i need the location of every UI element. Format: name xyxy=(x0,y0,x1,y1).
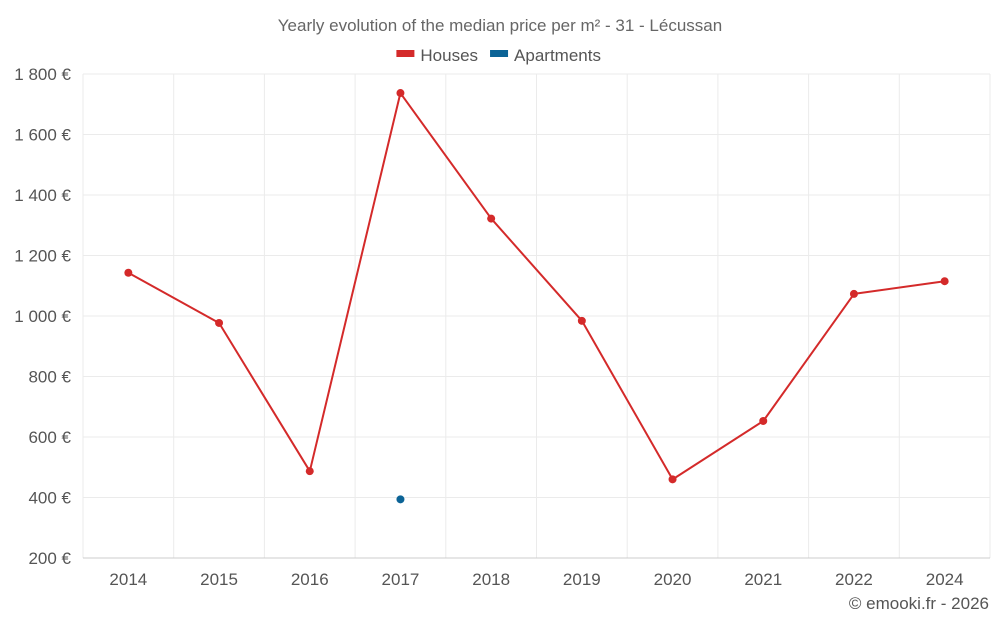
y-tick-label: 200 € xyxy=(28,549,71,568)
x-tick-label: 2018 xyxy=(472,570,510,589)
x-tick-label: 2020 xyxy=(654,570,692,589)
series-apartments xyxy=(396,495,405,504)
x-tick-label: 2015 xyxy=(200,570,238,589)
y-tick-label: 600 € xyxy=(28,428,71,447)
x-tick-label: 2016 xyxy=(291,570,329,589)
x-tick-label: 2022 xyxy=(835,570,873,589)
data-point-houses[interactable] xyxy=(940,277,949,286)
legend-label-houses[interactable]: Houses xyxy=(420,46,478,65)
chart-legend: Houses Apartments xyxy=(396,46,601,65)
x-tick-label: 2024 xyxy=(926,570,964,589)
y-tick-label: 400 € xyxy=(28,489,71,508)
series-houses xyxy=(124,89,949,484)
x-tick-label: 2017 xyxy=(382,570,420,589)
data-point-houses[interactable] xyxy=(305,467,314,476)
copyright-credit: © emooki.fr - 2026 xyxy=(849,594,989,613)
legend-swatch-apartments xyxy=(490,50,509,57)
y-tick-label: 1 200 € xyxy=(14,247,71,266)
legend-label-apartments[interactable]: Apartments xyxy=(514,46,601,65)
x-tick-label: 2021 xyxy=(744,570,782,589)
y-axis: 200 € 400 € 600 € 800 € 1 000 € 1 200 € 1 400 … xyxy=(14,65,71,568)
y-tick-label: 800 € xyxy=(28,368,71,387)
y-tick-label: 1 400 € xyxy=(14,186,71,205)
data-point-houses[interactable] xyxy=(215,318,224,327)
data-point-houses[interactable] xyxy=(668,475,677,484)
data-point-houses[interactable] xyxy=(759,416,768,425)
data-point-houses[interactable] xyxy=(124,268,133,277)
x-axis: 2014 2015 2016 2017 2018 2019 2020 2021 2022 2024 xyxy=(109,570,963,589)
chart-series xyxy=(124,89,949,504)
data-point-houses[interactable] xyxy=(577,316,586,325)
series-line-houses xyxy=(127,92,945,481)
data-point-houses[interactable] xyxy=(849,289,858,298)
legend-swatch-houses xyxy=(396,50,415,57)
chart-grid xyxy=(82,73,991,559)
x-tick-label: 2014 xyxy=(109,570,147,589)
data-point-apartments[interactable] xyxy=(396,495,405,504)
y-tick-label: 1 600 € xyxy=(14,126,71,145)
y-tick-label: 1 000 € xyxy=(14,307,71,326)
data-point-houses[interactable] xyxy=(487,214,496,223)
x-tick-label: 2019 xyxy=(563,570,601,589)
data-point-houses[interactable] xyxy=(396,89,405,98)
chart-title: Yearly evolution of the median price per… xyxy=(278,16,722,35)
y-tick-label: 1 800 € xyxy=(14,65,71,84)
